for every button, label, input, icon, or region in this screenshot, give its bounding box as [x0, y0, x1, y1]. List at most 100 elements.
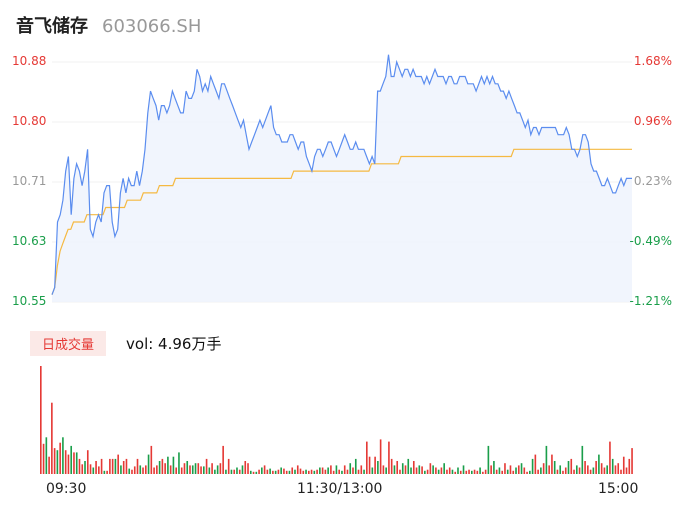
volume-bar [459, 470, 462, 474]
volume-bar [465, 470, 468, 474]
volume-bar [156, 465, 158, 474]
x-tick-label-midday: 11:30/13:00 [297, 481, 383, 497]
volume-bar [109, 458, 111, 474]
volume-bar [111, 458, 114, 474]
volume-bar [142, 467, 144, 474]
volume-bar [354, 458, 357, 474]
volume-bar [247, 463, 249, 474]
volume-bar [551, 454, 553, 474]
volume-bar [327, 467, 329, 474]
volume-bar [412, 461, 415, 474]
volume-bar [482, 471, 484, 474]
volume-bar [515, 467, 517, 474]
volume-bar [86, 450, 89, 474]
title-row: 音飞储存 603066.SH [16, 12, 201, 40]
volume-bar [147, 454, 150, 474]
volume-bar [211, 463, 213, 474]
y-tick-label-left: 10.88 [12, 54, 47, 68]
volume-bar [92, 467, 95, 474]
volume-bar [628, 458, 631, 474]
volume-bar [285, 470, 288, 474]
volume-bar [136, 458, 139, 474]
volume-bar [114, 458, 117, 474]
volume-bar [622, 456, 625, 474]
volume-bar [540, 467, 542, 474]
volume-bar [269, 468, 271, 474]
volume-bar [117, 454, 119, 474]
volume-bar [299, 468, 302, 474]
volume-bar [98, 466, 100, 474]
volume-bar [161, 458, 164, 474]
volume-bar [545, 445, 548, 474]
volume-bar [338, 469, 340, 474]
volume-bar [418, 465, 421, 474]
volume-bar [51, 402, 53, 474]
volume-bar [506, 469, 509, 474]
volume-bar [534, 454, 537, 474]
volume-bar [62, 437, 64, 474]
volume-bar [371, 467, 374, 474]
volume-bar [194, 463, 197, 474]
volume-bar [122, 461, 125, 474]
volume-bar [401, 463, 404, 474]
volume-bar [609, 441, 611, 474]
volume-bar [341, 470, 343, 474]
volume-bar [567, 461, 570, 474]
volume-bar [225, 469, 227, 474]
volume-bar [426, 469, 429, 474]
volume-bar [468, 469, 470, 474]
volume-bar [366, 441, 368, 474]
volume-bar [526, 471, 528, 474]
volume-bar [291, 467, 294, 474]
volume-bar [446, 469, 448, 474]
volume-bar [542, 463, 545, 474]
volume-bar [396, 461, 399, 474]
volume-bar [56, 450, 59, 474]
volume-bar [421, 466, 423, 474]
volume-bar [191, 465, 194, 474]
volume-bars [40, 366, 633, 474]
y-tick-label-right: -1.21% [629, 294, 672, 308]
volume-bar [363, 469, 365, 474]
volume-badge: 日成交量 [30, 330, 107, 356]
volume-bar [529, 470, 531, 474]
volume-bar [393, 465, 396, 474]
volume-bar [324, 469, 327, 474]
volume-bar [556, 469, 559, 474]
volume-bar [454, 471, 457, 474]
volume-bar [189, 465, 191, 474]
volume-bar [125, 458, 128, 474]
volume-bar [611, 458, 614, 474]
volume-bar [277, 469, 280, 474]
volume-bar [578, 467, 581, 474]
volume-bar [495, 469, 498, 474]
volume-bar [238, 469, 241, 474]
volume-bar [501, 470, 504, 474]
volume-bar [236, 467, 238, 474]
volume-bar [388, 441, 390, 474]
volume-bar [415, 467, 418, 474]
volume-bar [330, 465, 332, 474]
volume-bar [81, 464, 84, 474]
volume-bar [598, 454, 600, 474]
volume-bar [553, 461, 556, 474]
volume-bar [559, 465, 562, 474]
volume-bar [183, 463, 186, 474]
volume-bar [139, 465, 142, 474]
volume-bar [382, 465, 385, 474]
x-tick-label-close: 15:00 [598, 481, 639, 497]
volume-bar [274, 470, 277, 474]
y-tick-label-right: 0.96% [633, 114, 672, 128]
y-tick-label-right: -0.49% [629, 234, 672, 248]
volume-bar [385, 467, 387, 474]
volume-bar [498, 467, 501, 474]
volume-total: vol: 4.96万手 [126, 334, 222, 353]
volume-bar [169, 465, 172, 474]
volume-bar [352, 467, 354, 474]
volume-bar [75, 452, 78, 474]
volume-bar [67, 454, 70, 474]
volume-bar [473, 469, 476, 474]
series-line-average [51, 148, 632, 295]
volume-bar [349, 463, 352, 474]
volume-bar [208, 467, 211, 474]
